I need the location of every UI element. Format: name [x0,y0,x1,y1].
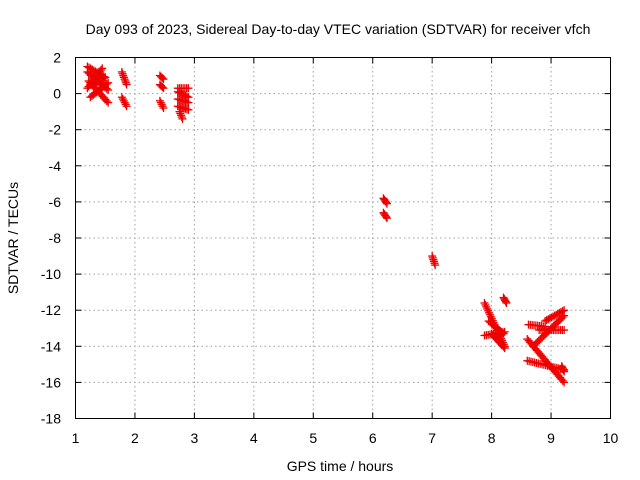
data-point [483,304,492,313]
y-tick-label: -4 [49,158,62,174]
x-tick-label: 8 [488,430,496,446]
x-tick-label: 2 [131,430,139,446]
data-point [184,84,193,93]
data-point [560,378,569,387]
data-point [101,73,110,82]
data-point [486,312,495,321]
data-point [119,71,128,80]
data-point [184,98,193,107]
data-point [499,329,508,338]
data-point [104,78,113,87]
data-point [99,74,108,83]
y-tick-label: -14 [41,338,61,354]
data-point [484,306,493,315]
data-point [485,310,494,319]
y-tick-label: -2 [49,122,62,138]
grid [75,57,611,419]
data-point [117,93,126,102]
y-axis-label: SDTVAR / TECUs [5,182,21,294]
data-point [558,376,567,385]
data-point [558,313,567,322]
y-tick-label: -12 [41,302,61,318]
data-point [176,109,185,118]
data-point [158,102,167,111]
data-point [177,113,186,122]
data-points [83,62,569,387]
data-point [560,367,569,376]
data-point [120,75,129,84]
data-point [498,328,507,337]
y-tick-label: -18 [41,411,61,427]
x-tick-label: 1 [72,430,80,446]
data-point [382,199,391,208]
y-tick-label: 0 [53,86,61,102]
x-tick-label: 10 [603,430,619,446]
y-tick-labels: 2 0 -2 -4 -6 -8 -10 -12 -14 -16 -18 [41,50,61,427]
data-point [159,104,168,113]
data-point [104,98,113,107]
x-axis-label: GPS time / hours [287,458,394,474]
data-point [102,97,111,106]
data-point [175,107,184,116]
x-tick-label: 5 [309,430,317,446]
data-point [480,298,489,307]
data-point [155,96,164,105]
data-point [158,73,167,82]
data-point [98,64,107,73]
data-point [118,69,127,78]
y-tick-label: -10 [41,266,61,282]
data-point [501,297,510,306]
data-point [177,111,186,120]
data-point [159,84,168,93]
data-point [121,76,130,85]
y-tick-label: -6 [49,194,62,210]
y-tick-label: -16 [41,374,61,390]
x-tick-labels: 1 2 3 4 5 6 7 8 9 10 [72,430,619,446]
y-tick-label: -8 [49,230,62,246]
data-point [97,65,106,74]
data-point [382,212,391,221]
data-point [119,73,128,82]
x-tick-label: 6 [369,430,377,446]
data-point [184,105,193,114]
data-point [499,342,508,351]
y-tick-label: 2 [53,50,61,66]
data-point [482,302,491,311]
chart-title: Day 093 of 2023, Sidereal Day-to-day VTE… [86,21,591,37]
data-point [158,82,167,91]
x-tick-label: 7 [428,430,436,446]
data-point [178,114,187,123]
data-point [121,78,130,87]
data-point [382,198,391,207]
data-point [122,102,131,111]
data-point [560,311,569,320]
data-point [560,326,569,335]
data-point [485,308,494,317]
data-point [104,85,113,94]
data-point [121,100,130,109]
data-point [117,67,126,76]
data-point [382,214,391,223]
data-point [122,80,131,89]
x-tick-label: 9 [547,430,555,446]
data-point [481,300,490,309]
data-point [159,75,168,84]
data-point [431,261,440,270]
x-tick-label: 3 [190,430,198,446]
data-point [120,98,129,107]
data-point [502,298,511,307]
data-point [156,98,165,107]
x-tick-label: 4 [250,430,258,446]
data-point [102,79,111,88]
data-point [157,100,166,109]
data-point [119,96,128,105]
axis-ticks [75,57,611,419]
data-point [118,95,127,104]
data-point [500,344,509,353]
